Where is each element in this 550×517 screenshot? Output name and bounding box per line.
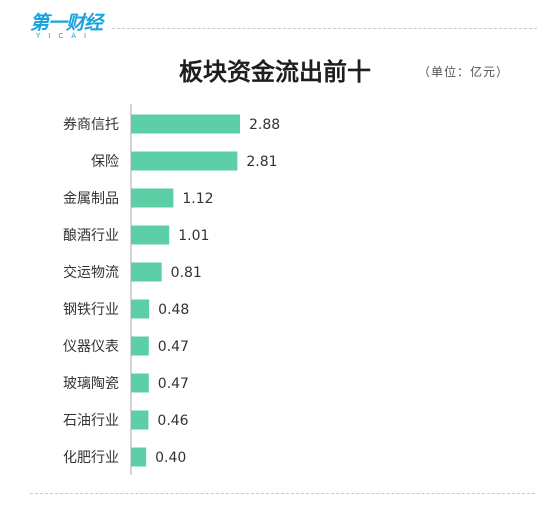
category-label: 石油行业 bbox=[63, 413, 119, 429]
bar bbox=[131, 373, 149, 393]
value-label: 1.01 bbox=[178, 228, 209, 244]
category-label: 化肥行业 bbox=[63, 450, 119, 466]
category-label: 仪器仪表 bbox=[63, 339, 119, 355]
value-label: 2.88 bbox=[249, 117, 280, 133]
category-label: 券商信托 bbox=[63, 117, 119, 133]
value-label: 0.48 bbox=[158, 302, 189, 318]
bar bbox=[131, 336, 149, 356]
value-label: 0.81 bbox=[171, 265, 202, 281]
brand-sub: YICAI bbox=[36, 32, 95, 40]
value-label: 0.47 bbox=[158, 339, 189, 355]
value-label: 2.81 bbox=[246, 154, 277, 170]
category-label: 钢铁行业 bbox=[63, 302, 119, 318]
brand-name: 第一财经 bbox=[30, 12, 103, 34]
value-label: 0.47 bbox=[158, 376, 189, 392]
category-label: 玻璃陶瓷 bbox=[63, 375, 119, 392]
bar bbox=[131, 447, 147, 467]
top-divider bbox=[112, 28, 537, 29]
bar bbox=[131, 114, 240, 134]
category-label: 金属制品 bbox=[63, 191, 119, 207]
bottom-divider bbox=[30, 493, 535, 494]
unit-note: （单位：亿元） bbox=[418, 65, 510, 79]
bar bbox=[131, 299, 150, 319]
bar bbox=[131, 225, 170, 245]
value-label: 0.46 bbox=[157, 413, 188, 429]
brand-logo: 第一财经 YICAI bbox=[30, 8, 112, 42]
bar bbox=[131, 188, 174, 208]
value-label: 1.12 bbox=[182, 191, 213, 207]
bar bbox=[131, 151, 238, 171]
bar bbox=[131, 262, 162, 282]
value-label: 0.40 bbox=[155, 450, 186, 466]
category-label: 交运物流 bbox=[63, 264, 119, 281]
category-label: 保险 bbox=[91, 154, 119, 170]
chart-title: 板块资金流出前十 bbox=[179, 58, 371, 86]
category-label: 酿酒行业 bbox=[63, 228, 119, 244]
bar bbox=[131, 410, 149, 430]
